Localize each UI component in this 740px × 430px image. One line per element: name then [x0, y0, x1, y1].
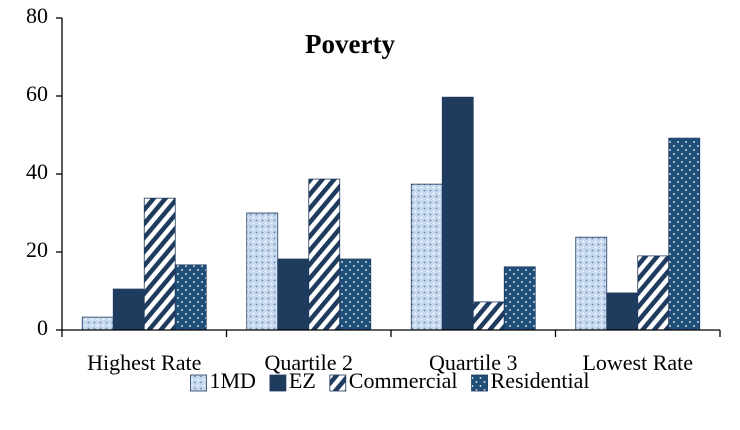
bar	[308, 178, 341, 331]
bar	[81, 316, 114, 331]
bar	[174, 264, 207, 331]
bar	[410, 183, 443, 331]
x-tick-label: Lowest Rate	[582, 350, 693, 375]
bar	[339, 258, 372, 331]
x-tick-label: Quartile 2	[264, 350, 353, 375]
bar	[575, 236, 608, 331]
y-tick-label: 0	[37, 315, 48, 340]
bar	[472, 301, 505, 331]
bar	[441, 96, 474, 331]
legend-label: EZ	[289, 368, 316, 393]
bar	[668, 137, 701, 331]
bar	[143, 197, 176, 331]
bar	[277, 258, 310, 331]
legend: 1MD EZ Commercial Residential	[190, 368, 590, 393]
legend-label: 1MD	[209, 368, 255, 393]
legend-swatch	[190, 374, 207, 392]
bar	[246, 212, 279, 331]
y-tick-label: 80	[26, 3, 48, 28]
legend-swatch	[269, 374, 287, 392]
bar	[606, 292, 639, 331]
bar	[112, 288, 145, 331]
chart-title: Poverty	[305, 29, 395, 59]
x-tick-label: Highest Rate	[87, 350, 201, 375]
legend-label: Commercial	[349, 368, 458, 393]
legend-label: Residential	[491, 368, 590, 393]
legend-swatch	[471, 374, 488, 392]
y-tick-label: 60	[26, 81, 48, 106]
legend-swatch	[329, 374, 347, 392]
y-tick-label: 20	[26, 237, 48, 262]
y-tick-label: 40	[26, 159, 48, 184]
bar	[503, 266, 536, 331]
x-tick-label: Quartile 3	[429, 350, 518, 375]
bar	[637, 255, 670, 331]
